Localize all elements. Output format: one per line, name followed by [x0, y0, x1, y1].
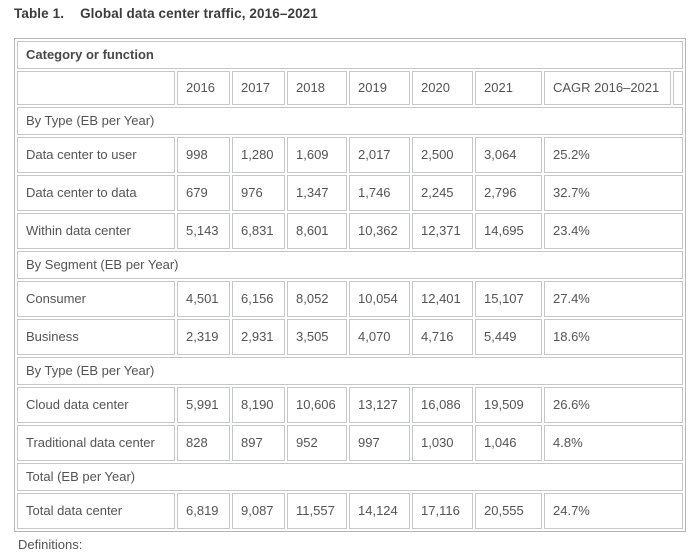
value-cell: 952 — [287, 425, 347, 461]
cagr-cell: 25.2% — [544, 137, 684, 173]
value-cell: 1,030 — [412, 425, 473, 461]
value-cell: 12,371 — [412, 213, 473, 249]
global-traffic-table: Category or function 2016 2017 2018 2019… — [14, 38, 687, 532]
table-caption: Table 1. Global data center traffic, 2016… — [14, 6, 318, 21]
value-cell: 1,280 — [232, 137, 285, 173]
value-cell: 13,127 — [349, 387, 410, 423]
value-cell: 5,991 — [177, 387, 230, 423]
value-cell: 2,017 — [349, 137, 410, 173]
value-cell: 2,500 — [412, 137, 473, 173]
value-cell: 14,124 — [349, 493, 410, 529]
section-header-cell: Total (EB per Year) — [17, 463, 684, 491]
value-cell: 5,143 — [177, 213, 230, 249]
table-row: Business 2,319 2,931 3,505 4,070 4,716 5… — [17, 319, 684, 355]
table-row: Total data center 6,819 9,087 11,557 14,… — [17, 493, 684, 529]
value-cell: 5,449 — [475, 319, 542, 355]
value-cell: 2,319 — [177, 319, 230, 355]
year-header-cell: 2019 — [349, 71, 410, 105]
table-title-text: Global data center traffic, 2016–2021 — [80, 6, 318, 21]
value-cell: 16,086 — [412, 387, 473, 423]
table-row: Data center to user 998 1,280 1,609 2,01… — [17, 137, 684, 173]
value-cell: 19,509 — [475, 387, 542, 423]
section-header-row: By Type (EB per Year) — [17, 357, 684, 385]
section-header-row: By Type (EB per Year) — [17, 107, 684, 135]
row-label-cell: Cloud data center — [17, 387, 175, 423]
value-cell: 10,054 — [349, 281, 410, 317]
spacer-cell — [673, 71, 684, 105]
value-cell: 1,746 — [349, 175, 410, 211]
value-cell: 6,831 — [232, 213, 285, 249]
value-cell: 828 — [177, 425, 230, 461]
value-cell: 679 — [177, 175, 230, 211]
value-cell: 9,087 — [232, 493, 285, 529]
value-cell: 6,819 — [177, 493, 230, 529]
value-cell: 897 — [232, 425, 285, 461]
section-header-row: By Segment (EB per Year) — [17, 251, 684, 279]
value-cell: 8,190 — [232, 387, 285, 423]
value-cell: 2,796 — [475, 175, 542, 211]
value-cell: 1,347 — [287, 175, 347, 211]
value-cell: 976 — [232, 175, 285, 211]
year-header-cell: 2017 — [232, 71, 285, 105]
value-cell: 20,555 — [475, 493, 542, 529]
value-cell: 8,052 — [287, 281, 347, 317]
value-cell: 3,064 — [475, 137, 542, 173]
year-header-cell: 2016 — [177, 71, 230, 105]
cagr-cell: 24.7% — [544, 493, 684, 529]
value-cell: 10,606 — [287, 387, 347, 423]
row-label-cell: Traditional data center — [17, 425, 175, 461]
row-label-cell: Data center to user — [17, 137, 175, 173]
table-row: Within data center 5,143 6,831 8,601 10,… — [17, 213, 684, 249]
cagr-cell: 23.4% — [544, 213, 684, 249]
table-number-label: Table 1. — [14, 6, 65, 21]
value-cell: 6,156 — [232, 281, 285, 317]
corner-cell — [17, 71, 175, 105]
value-cell: 17,116 — [412, 493, 473, 529]
value-cell: 998 — [177, 137, 230, 173]
cagr-cell: 32.7% — [544, 175, 684, 211]
value-cell: 4,070 — [349, 319, 410, 355]
cagr-cell: 18.6% — [544, 319, 684, 355]
row-label-cell: Business — [17, 319, 175, 355]
cagr-cell: 4.8% — [544, 425, 684, 461]
year-header-cell: 2020 — [412, 71, 473, 105]
value-cell: 997 — [349, 425, 410, 461]
value-cell: 8,601 — [287, 213, 347, 249]
cagr-cell: 26.6% — [544, 387, 684, 423]
table-header-row: Category or function — [17, 41, 684, 69]
value-cell: 4,716 — [412, 319, 473, 355]
section-header-cell: By Type (EB per Year) — [17, 107, 684, 135]
table-row: Consumer 4,501 6,156 8,052 10,054 12,401… — [17, 281, 684, 317]
row-label-cell: Consumer — [17, 281, 175, 317]
value-cell: 4,501 — [177, 281, 230, 317]
row-label-cell: Within data center — [17, 213, 175, 249]
table-row: Data center to data 679 976 1,347 1,746 … — [17, 175, 684, 211]
value-cell: 10,362 — [349, 213, 410, 249]
cagr-cell: 27.4% — [544, 281, 684, 317]
value-cell: 12,401 — [412, 281, 473, 317]
row-label-cell: Total data center — [17, 493, 175, 529]
year-header-row: 2016 2017 2018 2019 2020 2021 CAGR 2016–… — [17, 71, 684, 105]
row-label-cell: Data center to data — [17, 175, 175, 211]
value-cell: 1,609 — [287, 137, 347, 173]
table-row: Traditional data center 828 897 952 997 … — [17, 425, 684, 461]
cagr-header-cell: CAGR 2016–2021 — [544, 71, 671, 105]
value-cell: 15,107 — [475, 281, 542, 317]
value-cell: 3,505 — [287, 319, 347, 355]
value-cell: 2,245 — [412, 175, 473, 211]
section-header-row: Total (EB per Year) — [17, 463, 684, 491]
table-row: Cloud data center 5,991 8,190 10,606 13,… — [17, 387, 684, 423]
year-header-cell: 2021 — [475, 71, 542, 105]
year-header-cell: 2018 — [287, 71, 347, 105]
value-cell: 2,931 — [232, 319, 285, 355]
category-header-cell: Category or function — [17, 41, 684, 69]
value-cell: 14,695 — [475, 213, 542, 249]
definitions-label: Definitions: — [18, 537, 83, 552]
section-header-cell: By Type (EB per Year) — [17, 357, 684, 385]
value-cell: 1,046 — [475, 425, 542, 461]
value-cell: 11,557 — [287, 493, 347, 529]
data-table-container: Category or function 2016 2017 2018 2019… — [14, 38, 687, 532]
section-header-cell: By Segment (EB per Year) — [17, 251, 684, 279]
